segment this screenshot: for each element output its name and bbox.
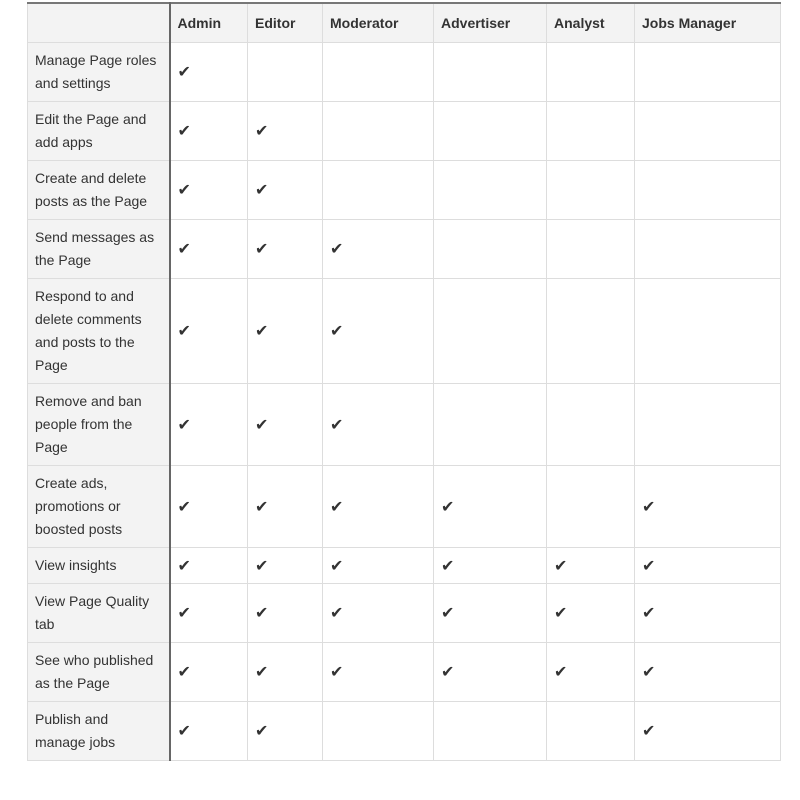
checkmark-icon: ✔	[322, 383, 434, 466]
checkmark-icon: ✔	[322, 583, 434, 643]
checkmark-icon: ✔	[169, 383, 248, 466]
empty-cell	[322, 701, 434, 761]
empty-cell	[433, 278, 547, 384]
empty-cell	[634, 278, 781, 384]
empty-cell	[433, 160, 547, 220]
permission-label: Create and delete posts as the Page	[27, 160, 171, 220]
checkmark-icon: ✔	[634, 465, 781, 548]
checkmark-icon: ✔	[634, 583, 781, 643]
empty-cell	[546, 101, 635, 161]
empty-cell	[433, 101, 547, 161]
empty-cell	[546, 701, 635, 761]
checkmark-icon: ✔	[247, 219, 323, 279]
checkmark-icon: ✔	[169, 160, 248, 220]
checkmark-icon: ✔	[169, 101, 248, 161]
empty-cell	[322, 101, 434, 161]
checkmark-icon: ✔	[169, 642, 248, 702]
permission-label: Remove and ban people from the Page	[27, 383, 171, 466]
permission-label: Publish and manage jobs	[27, 701, 171, 761]
checkmark-icon: ✔	[322, 278, 434, 384]
empty-cell	[322, 160, 434, 220]
empty-cell	[433, 383, 547, 466]
header-analyst: Analyst	[546, 2, 635, 43]
empty-cell	[634, 219, 781, 279]
checkmark-icon: ✔	[634, 642, 781, 702]
checkmark-icon: ✔	[546, 547, 635, 584]
empty-cell	[546, 42, 635, 102]
empty-cell	[546, 160, 635, 220]
header-permission	[27, 2, 171, 43]
checkmark-icon: ✔	[247, 642, 323, 702]
permission-label: View Page Quality tab	[27, 583, 171, 643]
header-row: Admin Editor Moderator Advertiser Analys…	[27, 2, 781, 43]
permission-label: View insights	[27, 547, 171, 584]
permission-label: Respond to and delete comments and posts…	[27, 278, 171, 384]
empty-cell	[634, 383, 781, 466]
checkmark-icon: ✔	[169, 701, 248, 761]
checkmark-icon: ✔	[247, 383, 323, 466]
permission-label: Edit the Page and add apps	[27, 101, 171, 161]
empty-cell	[546, 278, 635, 384]
table-row: See who published as the Page ✔ ✔ ✔ ✔ ✔ ✔	[27, 642, 781, 702]
checkmark-icon: ✔	[169, 583, 248, 643]
empty-cell	[634, 101, 781, 161]
checkmark-icon: ✔	[247, 278, 323, 384]
checkmark-icon: ✔	[433, 465, 547, 548]
table-row: Respond to and delete comments and posts…	[27, 278, 781, 384]
checkmark-icon: ✔	[634, 547, 781, 584]
checkmark-icon: ✔	[433, 583, 547, 643]
checkmark-icon: ✔	[169, 219, 248, 279]
checkmark-icon: ✔	[322, 465, 434, 548]
checkmark-icon: ✔	[322, 642, 434, 702]
checkmark-icon: ✔	[433, 547, 547, 584]
checkmark-icon: ✔	[322, 219, 434, 279]
table-row: Create and delete posts as the Page ✔ ✔	[27, 160, 781, 220]
header-jobs-manager: Jobs Manager	[634, 2, 781, 43]
empty-cell	[634, 42, 781, 102]
header-advertiser: Advertiser	[433, 2, 547, 43]
checkmark-icon: ✔	[322, 547, 434, 584]
header-moderator: Moderator	[322, 2, 434, 43]
checkmark-icon: ✔	[169, 42, 248, 102]
checkmark-icon: ✔	[247, 547, 323, 584]
table-row: Manage Page roles and settings ✔	[27, 42, 781, 102]
table-row: Publish and manage jobs ✔ ✔ ✔	[27, 701, 781, 761]
table-row: Edit the Page and add apps ✔ ✔	[27, 101, 781, 161]
table-row: View Page Quality tab ✔ ✔ ✔ ✔ ✔ ✔	[27, 583, 781, 643]
checkmark-icon: ✔	[546, 642, 635, 702]
empty-cell	[433, 219, 547, 279]
permission-label: Send messages as the Page	[27, 219, 171, 279]
checkmark-icon: ✔	[634, 701, 781, 761]
checkmark-icon: ✔	[247, 701, 323, 761]
empty-cell	[546, 383, 635, 466]
checkmark-icon: ✔	[433, 642, 547, 702]
permission-label: See who published as the Page	[27, 642, 171, 702]
header-editor: Editor	[247, 2, 323, 43]
checkmark-icon: ✔	[247, 465, 323, 548]
checkmark-icon: ✔	[247, 583, 323, 643]
empty-cell	[546, 219, 635, 279]
permission-label: Manage Page roles and settings	[27, 42, 171, 102]
empty-cell	[634, 160, 781, 220]
empty-cell	[433, 42, 547, 102]
table-row: Create ads, promotions or boosted posts ✔…	[27, 465, 781, 548]
header-admin: Admin	[169, 2, 248, 43]
table-row: Send messages as the Page ✔ ✔ ✔	[27, 219, 781, 279]
checkmark-icon: ✔	[169, 465, 248, 548]
empty-cell	[247, 42, 323, 102]
empty-cell	[433, 701, 547, 761]
checkmark-icon: ✔	[247, 160, 323, 220]
checkmark-icon: ✔	[247, 101, 323, 161]
checkmark-icon: ✔	[546, 583, 635, 643]
page-roles-table: Admin Editor Moderator Advertiser Analys…	[27, 2, 781, 761]
table-row: Remove and ban people from the Page ✔ ✔ ✔	[27, 383, 781, 466]
empty-cell	[546, 465, 635, 548]
checkmark-icon: ✔	[169, 278, 248, 384]
checkmark-icon: ✔	[169, 547, 248, 584]
table-row: View insights ✔ ✔ ✔ ✔ ✔ ✔	[27, 547, 781, 584]
permission-label: Create ads, promotions or boosted posts	[27, 465, 171, 548]
empty-cell	[322, 42, 434, 102]
